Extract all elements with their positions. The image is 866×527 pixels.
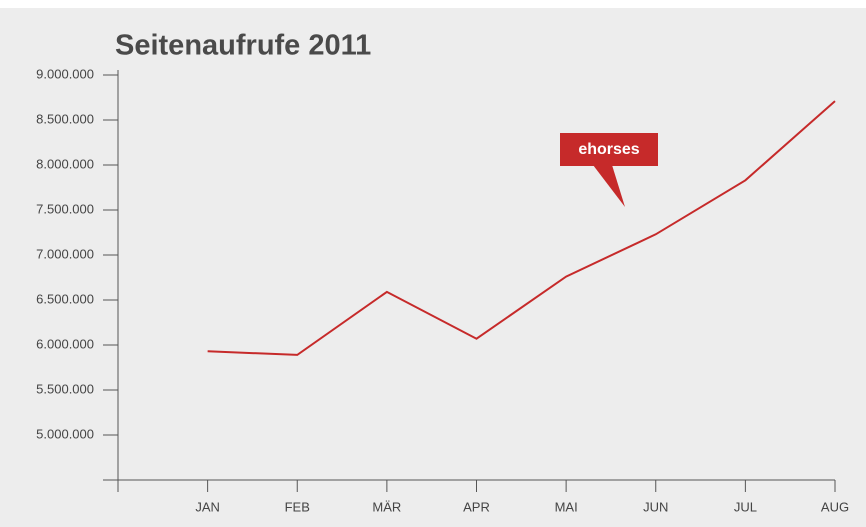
y-tick-label: 7.500.000	[36, 201, 94, 216]
y-tick-label: 5.500.000	[36, 381, 94, 396]
y-tick-label: 8.500.000	[36, 111, 94, 126]
x-tick-label: JUN	[643, 499, 668, 514]
y-tick-label: 9.000.000	[36, 66, 94, 81]
x-tick-label: JUL	[734, 499, 757, 514]
chart-title: Seitenaufrufe 2011	[115, 30, 371, 62]
callout-box	[560, 133, 658, 166]
background	[0, 8, 866, 527]
series-label: ehorses	[578, 141, 639, 158]
callout-tail	[593, 165, 625, 207]
x-tick-label: JAN	[195, 499, 220, 514]
y-tick-label: 7.000.000	[36, 246, 94, 261]
y-tick-label: 6.000.000	[36, 336, 94, 351]
y-tick-label: 5.000.000	[36, 426, 94, 441]
line	[207, 100, 836, 356]
x-tick-label: MÄR	[372, 499, 401, 514]
y-tick-label: 8.000.000	[36, 156, 94, 171]
x-tick-label: MAI	[555, 499, 578, 514]
x-tick-label: AUG	[821, 499, 849, 514]
x-tick-label: FEB	[285, 499, 310, 514]
y-tick-label: 6.500.000	[36, 291, 94, 306]
x-tick-label: APR	[463, 499, 490, 514]
